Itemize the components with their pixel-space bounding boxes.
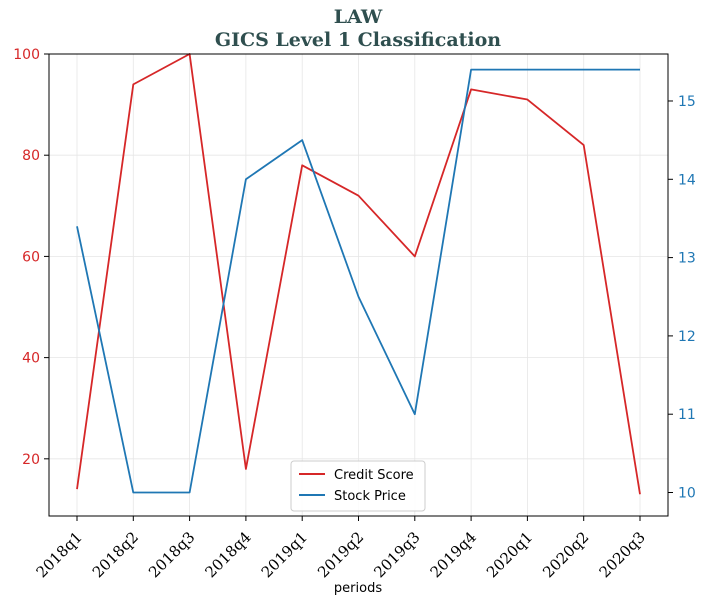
y-right-tick-label: 11 [678, 407, 696, 423]
x-tick-label: 2019q4 [427, 528, 480, 581]
x-tick-label: 2019q1 [258, 528, 311, 581]
y-right-tick-label: 12 [678, 329, 696, 345]
legend-label: Credit Score [334, 468, 414, 483]
legend: Credit Score Stock Price [290, 460, 426, 512]
x-tick-label: 2020q1 [483, 528, 536, 581]
series-lines [76, 53, 641, 495]
x-tick-label: 2018q3 [145, 528, 198, 581]
legend-label: Stock Price [334, 489, 406, 504]
y-left-tick-label: 80 [22, 148, 40, 164]
y-left-tick-label: 20 [22, 452, 40, 468]
y-right-tick-label: 13 [678, 251, 696, 267]
x-tick-label: 2019q3 [370, 528, 423, 581]
x-tick-label: 2020q3 [596, 528, 649, 581]
y-left-tick-label: 40 [22, 351, 40, 367]
y-right-tick-label: 10 [678, 486, 696, 502]
grid [49, 53, 668, 516]
y-right-tick-label: 15 [678, 94, 696, 110]
x-tick-label: 2018q4 [201, 528, 254, 581]
x-tick-label: 2020q2 [539, 528, 592, 581]
x-tick-label: 2018q1 [33, 528, 86, 581]
x-tick-label: 2018q2 [89, 528, 142, 581]
x-axis-label: periods [334, 581, 382, 596]
y-right-tick-label: 14 [678, 172, 696, 188]
x-tick-label: 2019q2 [314, 528, 367, 581]
chart-title: LAW [334, 6, 383, 28]
y-left-tick-label: 60 [22, 249, 40, 265]
chart-subtitle: GICS Level 1 Classification [215, 29, 501, 51]
y-left-tick-label: 100 [13, 47, 40, 63]
